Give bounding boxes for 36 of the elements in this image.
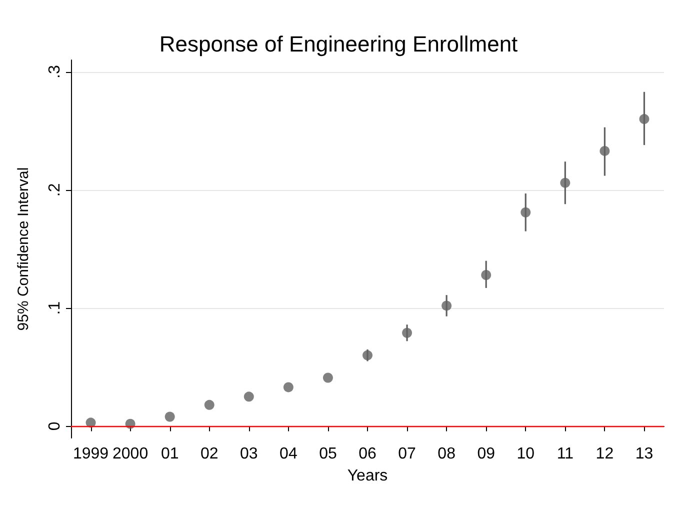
point: [639, 114, 650, 124]
point: [244, 392, 254, 402]
y-tick-label: 0: [46, 422, 64, 431]
point: [481, 270, 492, 280]
point: [520, 207, 531, 218]
point: [283, 382, 294, 392]
x-tick-label: 09: [477, 446, 496, 462]
x-tick-label: 01: [160, 446, 179, 462]
point: [600, 146, 610, 156]
x-tick-label: 06: [358, 446, 376, 462]
x-tick-label: 04: [280, 446, 298, 462]
x-tick-label: 2000: [112, 446, 148, 462]
point: [402, 328, 412, 338]
x-tick-label: 13: [635, 446, 654, 462]
point: [322, 372, 333, 383]
y-tick-label: .3: [46, 65, 64, 78]
x-tick-label: 05: [319, 446, 337, 462]
x-tick-label: 02: [200, 446, 218, 462]
point: [86, 418, 96, 428]
x-tick-label: 12: [596, 446, 614, 462]
point: [560, 178, 570, 188]
point: [164, 412, 175, 422]
point: [204, 400, 214, 410]
point: [362, 350, 372, 360]
y-axis-title: 95% Confidence Interval: [15, 167, 32, 331]
point: [442, 300, 452, 311]
x-tick-label: 1999: [72, 446, 109, 462]
x-tick-label: 08: [438, 446, 456, 462]
x-axis-title: Years: [347, 468, 388, 484]
x-tick-label: 10: [516, 446, 535, 462]
y-tick-label: .2: [46, 183, 64, 197]
x-tick-label: 03: [240, 446, 258, 462]
chart-title: Response of Engineering Enrollment: [159, 32, 518, 56]
y-tick-label: .1: [46, 301, 64, 315]
x-tick-label: 07: [398, 446, 416, 462]
x-tick-label: 11: [556, 446, 574, 462]
